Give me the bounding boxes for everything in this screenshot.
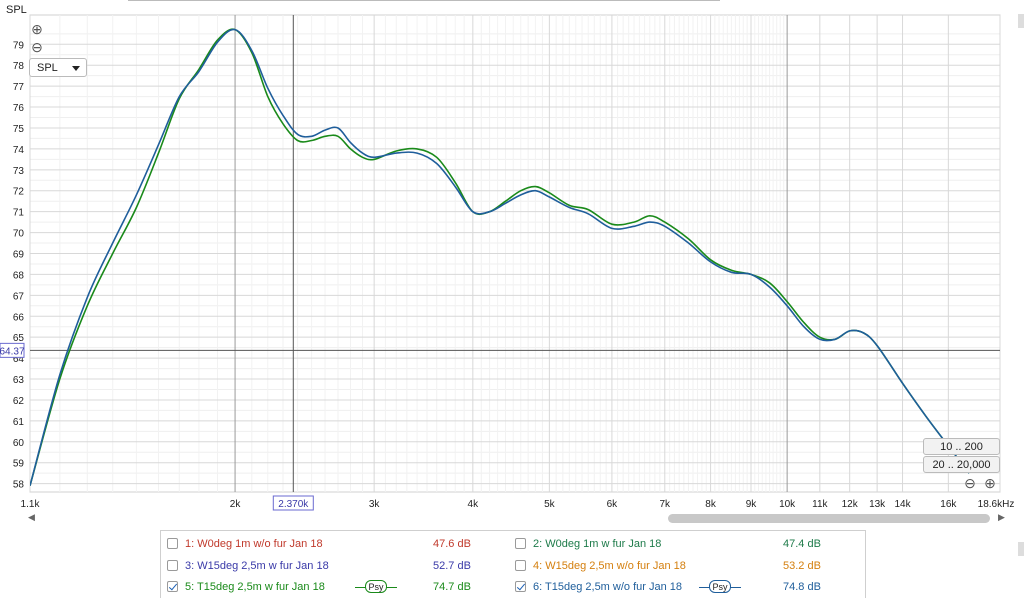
y-tick-label: 74: [13, 145, 25, 156]
cursor-x-readout: 2.370k: [278, 499, 309, 510]
legend-checkbox[interactable]: [515, 581, 526, 592]
legend-label: 2: W0deg 1m w fur Jan 18: [533, 538, 662, 550]
y-tick-label: 68: [13, 270, 25, 281]
psy-label: Psy: [709, 580, 731, 593]
y-tick-label: 79: [13, 40, 25, 51]
x-tick-label: 7k: [660, 499, 672, 510]
psy-smoothing-indicator[interactable]: Psy: [699, 580, 741, 594]
h-zoom-in-icon[interactable]: ⊕: [984, 475, 996, 491]
x-tick-label: 3k: [369, 499, 381, 510]
frequency-response-chart[interactable]: 58 59 60 61 62 63 64 65 66 67 68 69 70 71 72 73 74 75 76 77…: [0, 0, 1024, 530]
measure-select-value: SPL: [37, 62, 58, 74]
y-tick-label: 75: [13, 124, 25, 135]
y-tick-label: 67: [13, 291, 25, 302]
x-tick-label: 18.6kHz: [978, 499, 1015, 510]
legend-value: 47.4 dB: [783, 538, 821, 550]
y-tick-label: 71: [13, 208, 25, 219]
series-line-6: [30, 28, 970, 486]
y-tick-label: 58: [13, 480, 25, 491]
x-tick-label: 1.1k: [21, 499, 41, 510]
h-zoom-out-icon[interactable]: ⊖: [964, 475, 976, 491]
x-tick-label: 10k: [779, 499, 796, 510]
y-tick-label: 65: [13, 333, 25, 344]
y-tick-label: 78: [13, 61, 25, 72]
legend-value: 74.8 dB: [783, 581, 821, 593]
horizontal-scrollbar-thumb[interactable]: [668, 514, 990, 523]
range-button-20-20000[interactable]: 20 .. 20,000: [923, 456, 1000, 473]
legend-value: 47.6 dB: [433, 538, 471, 550]
zoom-out-icon[interactable]: ⊖: [31, 39, 43, 55]
legend-label: 5: T15deg 2,5m w fur Jan 18: [185, 581, 325, 593]
psy-smoothing-indicator[interactable]: Psy: [355, 580, 397, 594]
x-tick-label: 2k: [230, 499, 242, 510]
x-tick-label: 11k: [812, 499, 828, 510]
x-tick-label: 9k: [746, 499, 758, 510]
range-button-10-200[interactable]: 10 .. 200: [923, 438, 1000, 455]
y-tick-label: 60: [13, 438, 25, 449]
right-edge-marker: [1018, 542, 1024, 556]
y-tick-label: 69: [13, 250, 25, 261]
legend-checkbox[interactable]: [515, 560, 526, 571]
x-tick-label: 5k: [544, 499, 556, 510]
y-tick-label: 70: [13, 229, 25, 240]
legend-value: 74.7 dB: [433, 581, 471, 593]
y-tick-label: 62: [13, 396, 25, 407]
y-tick-label: 72: [13, 187, 25, 198]
x-tick-label: 8k: [705, 499, 717, 510]
y-tick-label: 66: [13, 312, 25, 323]
scroll-left-icon[interactable]: ◀: [28, 512, 35, 522]
y-tick-label: 77: [13, 82, 25, 93]
legend-label: 3: W15deg 2,5m w fur Jan 18: [185, 560, 329, 572]
cursor-y-readout-box: [0, 342, 25, 358]
legend-label: 4: W15deg 2,5m w/o fur Jan 18: [533, 560, 686, 572]
psy-label: Psy: [365, 580, 387, 593]
right-edge-marker: [1018, 14, 1024, 28]
x-tick-label: 16k: [940, 499, 957, 510]
cursor-y-readout: 64.37: [0, 346, 25, 357]
legend-checkbox[interactable]: [167, 538, 178, 549]
top-divider: [128, 0, 720, 1]
x-tick-label: 6k: [607, 499, 619, 510]
x-tick-label: 13k: [869, 499, 886, 510]
y-tick-label: 63: [13, 375, 25, 386]
legend-value: 53.2 dB: [783, 560, 821, 572]
legend-checkbox[interactable]: [167, 581, 178, 592]
measure-select[interactable]: SPL: [29, 58, 87, 77]
x-tick-label: 14k: [894, 499, 911, 510]
legend-label: 1: W0deg 1m w/o fur Jan 18: [185, 538, 323, 550]
zoom-in-icon[interactable]: ⊕: [31, 21, 43, 37]
x-tick-label: 12k: [842, 499, 859, 510]
legend-checkbox[interactable]: [515, 538, 526, 549]
y-tick-label: 61: [13, 417, 25, 428]
scroll-right-icon[interactable]: ▶: [998, 512, 1005, 522]
y-axis-title: SPL: [6, 4, 27, 16]
y-tick-label: 64: [13, 354, 25, 365]
y-tick-label: 76: [13, 103, 25, 114]
legend-checkbox[interactable]: [167, 560, 178, 571]
legend-value: 52.7 dB: [433, 560, 471, 572]
legend-label: 6: T15deg 2,5m w/o fur Jan 18: [533, 581, 682, 593]
x-tick-label: 4k: [468, 499, 480, 510]
y-tick-label: 73: [13, 166, 25, 177]
y-tick-label: 59: [13, 459, 25, 470]
cursor-x-readout-box: [272, 495, 314, 511]
measurement-legend: 1: W0deg 1m w/o fur Jan 18 47.6 dB 2: W0…: [160, 530, 866, 598]
chevron-down-icon: [72, 66, 80, 71]
